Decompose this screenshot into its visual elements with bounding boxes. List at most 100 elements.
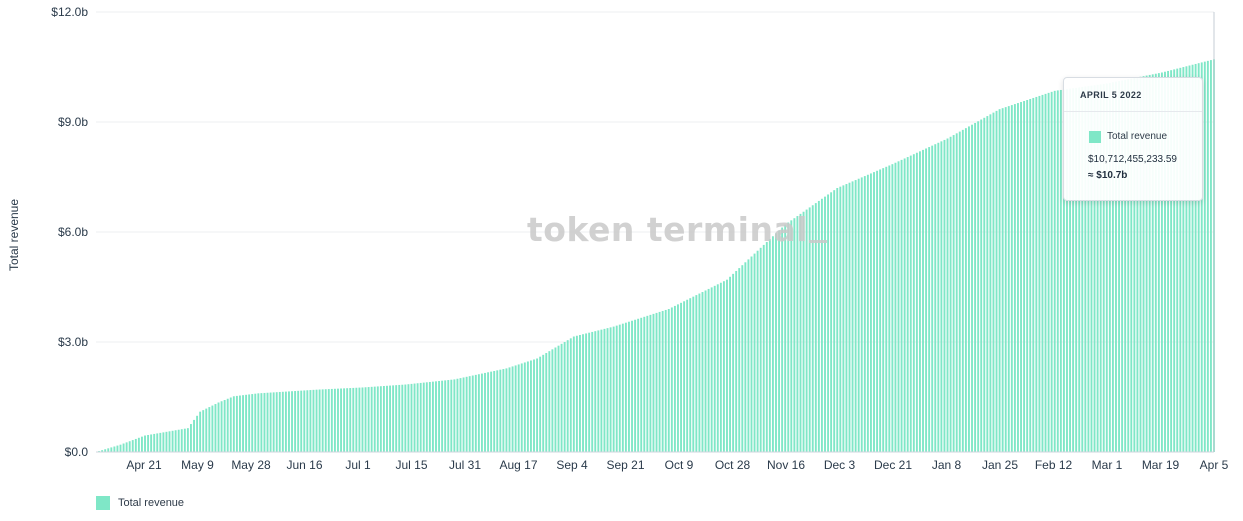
y-axis-ticks: $0.0 $3.0b $6.0b $9.0b $12.0b [51, 5, 88, 459]
revenue-bar [254, 393, 257, 452]
revenue-bar [1007, 106, 1010, 453]
revenue-bar [444, 380, 447, 452]
revenue-bar [860, 177, 863, 452]
revenue-bar [263, 392, 266, 452]
chart-bars [98, 59, 1215, 453]
revenue-bar [1059, 89, 1062, 452]
revenue-bar [753, 253, 756, 452]
revenue-bar [995, 110, 998, 452]
revenue-bar [680, 302, 682, 452]
revenue-bar [514, 365, 517, 452]
revenue-bar [465, 376, 468, 452]
revenue-bar [946, 138, 949, 452]
tooltip-date: APRIL 5 2022 [1080, 90, 1142, 100]
x-tick-label: Jul 15 [395, 458, 427, 472]
revenue-bar [551, 349, 554, 452]
revenue-bar [1017, 103, 1019, 452]
revenue-bar [1105, 83, 1108, 452]
revenue-bar [915, 152, 918, 452]
revenue-bar [603, 328, 606, 452]
revenue-bar [900, 159, 903, 452]
revenue-bar [667, 309, 670, 452]
revenue-bar [407, 384, 410, 452]
revenue-bar [520, 363, 523, 452]
tooltip-divider [1064, 111, 1202, 112]
revenue-bar [156, 433, 159, 452]
revenue-bar [848, 182, 851, 452]
revenue-bar [474, 374, 477, 452]
revenue-bar [931, 145, 934, 452]
revenue-bar [1056, 90, 1059, 453]
revenue-bar [150, 434, 153, 452]
x-tick-label: May 9 [181, 458, 214, 472]
revenue-bar [906, 157, 909, 453]
revenue-bar [1078, 87, 1081, 452]
revenue-bar [839, 186, 842, 452]
revenue-bar [266, 392, 269, 452]
revenue-bar [863, 176, 866, 452]
revenue-bar [698, 293, 701, 452]
revenue-bar [1013, 104, 1016, 452]
revenue-bar [701, 292, 704, 452]
revenue-bar [217, 402, 220, 452]
revenue-bar [585, 333, 588, 452]
revenue-bar [545, 353, 548, 452]
revenue-bar [1188, 65, 1191, 452]
revenue-bar [686, 299, 689, 452]
revenue-bar [137, 437, 140, 452]
revenue-bar [343, 388, 346, 452]
revenue-bar [799, 213, 802, 452]
revenue-bar [428, 381, 431, 452]
revenue-bar [174, 430, 177, 452]
revenue-bar [722, 281, 725, 452]
revenue-bar [376, 386, 379, 452]
revenue-bar [575, 335, 578, 452]
revenue-bar [836, 188, 839, 452]
revenue-bar [205, 408, 208, 452]
revenue-bar [272, 392, 275, 452]
revenue-bar [269, 392, 272, 452]
revenue-bar [1093, 85, 1096, 452]
revenue-bar [128, 441, 131, 452]
revenue-bar [1154, 73, 1157, 452]
revenue-bar [333, 388, 336, 452]
revenue-bar [1072, 88, 1075, 452]
y-axis-title-text: Total revenue [7, 198, 21, 272]
revenue-bar [1148, 74, 1151, 452]
revenue-bar [398, 384, 401, 452]
revenue-bar [447, 380, 450, 452]
x-tick-label: Apr 21 [126, 458, 162, 472]
revenue-bar [533, 359, 535, 452]
revenue-bar [588, 332, 591, 452]
revenue-bar [1194, 63, 1197, 453]
revenue-bar [162, 432, 165, 452]
revenue-bar [964, 128, 967, 452]
revenue-bar [107, 448, 110, 452]
revenue-bar [303, 390, 306, 452]
revenue-bar [471, 375, 474, 452]
revenue-bar [621, 323, 624, 452]
revenue-bar [802, 211, 805, 452]
legend-label: Total revenue [118, 497, 185, 509]
revenue-bar [814, 203, 817, 452]
revenue-bar [171, 430, 174, 452]
revenue-bar [664, 309, 667, 452]
revenue-bar [1023, 101, 1026, 453]
revenue-bar [1136, 77, 1139, 452]
revenue-bar [572, 336, 575, 452]
revenue-bar [805, 209, 808, 452]
revenue-bar [1038, 95, 1041, 453]
revenue-bar [340, 388, 342, 452]
revenue-bar [827, 194, 830, 452]
y-tick-label: $0.0 [65, 445, 89, 459]
revenue-bar [1167, 70, 1170, 452]
revenue-bar [193, 419, 195, 452]
revenue-bar [790, 220, 793, 452]
revenue-bar [903, 158, 906, 452]
revenue-bar [101, 450, 104, 452]
revenue-bar [315, 389, 318, 452]
revenue-bar [943, 139, 946, 452]
revenue-bar [1035, 96, 1038, 452]
revenue-bar [1124, 79, 1127, 452]
revenue-bar [1081, 86, 1084, 452]
